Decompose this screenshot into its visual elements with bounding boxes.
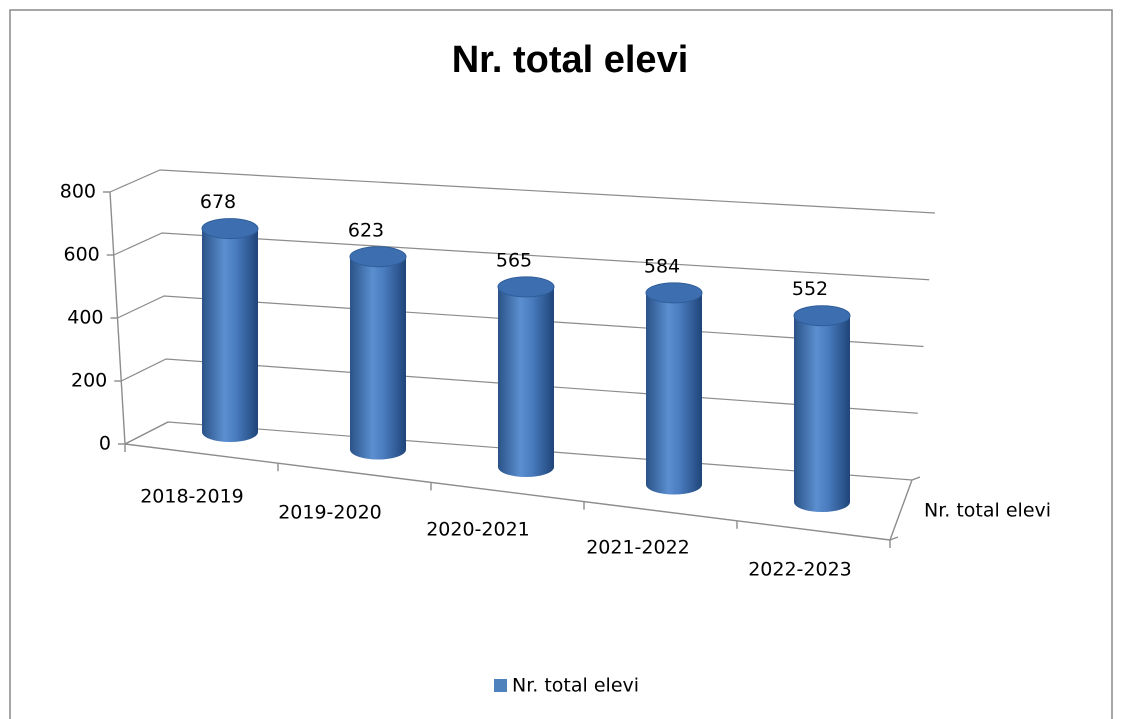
cylinder <box>794 315 850 512</box>
value-label: 678 <box>200 191 236 213</box>
depth-tick <box>911 476 921 481</box>
cylinder-top <box>497 276 555 298</box>
y-tick-label: 400 <box>67 307 103 329</box>
cylinder-top <box>201 218 259 240</box>
legend-swatch <box>494 679 507 692</box>
depth-tick <box>889 536 899 541</box>
cylinder <box>646 292 702 495</box>
floor-edge <box>889 479 913 541</box>
y-tick-label: 0 <box>99 433 111 455</box>
x-tick-label: 2018-2019 <box>140 486 244 508</box>
y-tick-label: 800 <box>60 181 96 203</box>
cylinder <box>202 228 258 442</box>
value-label: 584 <box>644 255 680 277</box>
value-label: 552 <box>792 278 828 300</box>
cylinder-top <box>793 305 851 327</box>
cylinder <box>498 286 554 477</box>
cylinder-top <box>349 246 407 268</box>
x-tick-label: 2022-2023 <box>748 559 852 581</box>
x-tick-label: 2020-2021 <box>426 519 530 541</box>
cylinder <box>350 256 406 460</box>
y-tick-label: 200 <box>71 370 107 392</box>
grid-line <box>113 232 930 281</box>
grid-line <box>109 169 936 214</box>
y-tick-label: 600 <box>63 244 99 266</box>
depth-axis-label: Nr. total elevi <box>924 500 1051 522</box>
x-axis <box>124 443 891 541</box>
x-tick-label: 2019-2020 <box>278 502 382 524</box>
chart-border <box>9 9 1113 719</box>
value-label: 565 <box>496 249 532 271</box>
legend-label: Nr. total elevi <box>512 675 639 697</box>
cylinder-top <box>645 282 703 304</box>
chart-title: Nr. total elevi <box>452 39 689 81</box>
x-tick-label: 2021-2022 <box>586 537 690 559</box>
value-label: 623 <box>348 219 384 241</box>
